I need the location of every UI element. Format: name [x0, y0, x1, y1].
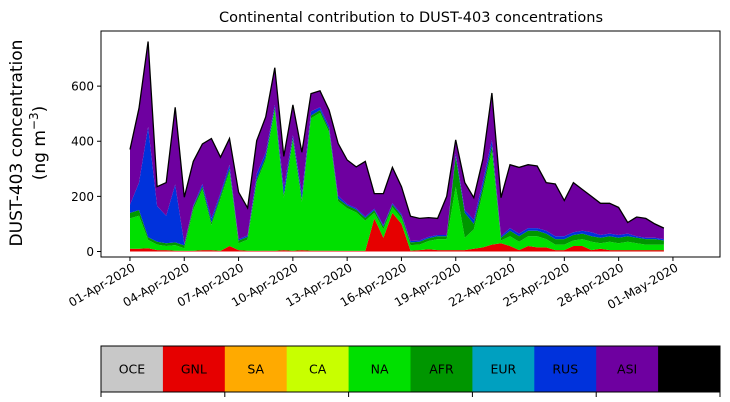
legend-label-gnl: GNL: [181, 362, 207, 377]
legend-swatch-afr: [410, 346, 473, 392]
legend-label-rus: RUS: [552, 362, 578, 377]
y-axis-unit-text: (ng m: [30, 130, 50, 180]
area-gnl: [130, 212, 664, 252]
area-asi: [130, 41, 664, 244]
legend-swatch-aus: [658, 346, 721, 392]
y-tick-label: 600: [71, 80, 94, 94]
y-axis-unit-close: ): [30, 106, 50, 113]
area-series-group: [129, 41, 665, 252]
y-tick-label: 0: [86, 245, 94, 259]
legend-label-ca: CA: [309, 362, 327, 377]
plot-frame: [100, 30, 721, 258]
legend-swatch-eur: [472, 346, 535, 392]
legend-swatch-ca: [286, 346, 350, 392]
legend-swatch-asi: [596, 346, 659, 392]
legend-label-asi: ASI: [617, 362, 637, 377]
legend-label-aus: AUS: [676, 362, 702, 377]
legend-swatch-oce: [101, 346, 164, 392]
y-axis-label: DUST-403 concentration: [7, 40, 27, 247]
legend-swatch-sa: [224, 346, 288, 392]
legend-label-eur: EUR: [490, 362, 516, 377]
y-axis-unit: (ng m−3): [27, 106, 50, 181]
y-tick-label: 400: [71, 135, 94, 149]
y-axis-unit-exponent: −3: [27, 112, 41, 130]
legend-swatch-gnl: [162, 346, 226, 392]
y-tick-label: 200: [71, 190, 94, 204]
chart-title: Continental contribution to DUST-403 con…: [219, 10, 603, 26]
area-na: [130, 110, 664, 251]
legend-label-na: NA: [371, 362, 389, 377]
legend-swatch-na: [348, 346, 411, 392]
legend-frame: [100, 345, 721, 393]
legend-swatch-rus: [534, 346, 597, 392]
total-outline: [129, 41, 665, 229]
legend-label-oce: OCE: [119, 362, 146, 377]
legend-label-sa: SA: [247, 362, 264, 377]
legend-label-afr: AFR: [429, 362, 454, 377]
legend: OCE GNL SA CA NA AFR EUR RUS ASI AUS: [100, 345, 721, 397]
